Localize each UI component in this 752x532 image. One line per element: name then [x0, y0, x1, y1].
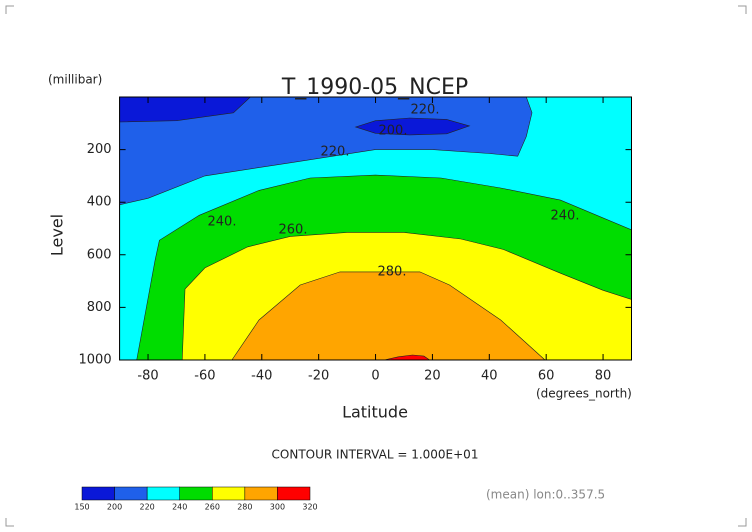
- y-axis-label: Level: [48, 214, 67, 256]
- y-tick-label: 1000: [79, 353, 112, 368]
- x-axis-label: Latitude: [342, 403, 408, 422]
- plot-area: 220.200.220.240.260.280.240.: [119, 96, 632, 361]
- x-tick-label: 80: [595, 369, 612, 384]
- colorbar-swatch: [114, 486, 148, 501]
- y-tick-label: 800: [87, 300, 112, 315]
- x-tick-label: -40: [251, 369, 272, 384]
- colorbar-swatch: [277, 486, 311, 501]
- contour-label: 240.: [208, 215, 237, 230]
- colorbar-label: 240: [172, 503, 187, 512]
- contour-region: [354, 117, 471, 136]
- contour-label: 200.: [379, 124, 408, 139]
- x-unit: (degrees_north): [536, 387, 632, 401]
- x-tick-label: -60: [194, 369, 215, 384]
- x-tick-label: 20: [424, 369, 441, 384]
- colorbar-swatch: [81, 486, 115, 501]
- colorbar-swatch: [146, 486, 180, 501]
- colorbar-label: 220: [140, 503, 155, 512]
- crop-marks: [5, 5, 747, 527]
- contour-interval: CONTOUR INTERVAL = 1.000E+01: [272, 448, 479, 462]
- contour-label: 240.: [551, 209, 580, 224]
- x-tick-label: -20: [308, 369, 329, 384]
- contour-label: 260.: [279, 223, 308, 238]
- contour-label: 220.: [411, 103, 440, 118]
- x-tick-label: -80: [137, 369, 158, 384]
- colorbar-swatch: [244, 486, 278, 501]
- y-tick-label: 600: [87, 247, 112, 262]
- contour-label: 220.: [321, 145, 350, 160]
- colorbar-label: 150: [74, 503, 89, 512]
- colorbar-label: 280: [237, 503, 252, 512]
- colorbar-label: 260: [205, 503, 220, 512]
- x-tick-label: 60: [538, 369, 555, 384]
- contour-label: 280.: [378, 265, 407, 280]
- colorbar-swatch: [179, 486, 213, 501]
- footnote: (mean) lon:0..357.5: [486, 488, 605, 502]
- contour-region: [231, 271, 546, 361]
- colorbar-label: 320: [302, 503, 317, 512]
- colorbar-swatch: [212, 486, 246, 501]
- x-tick-label: 0: [371, 369, 379, 384]
- y-unit: (millibar): [48, 73, 102, 87]
- colorbar-label: 300: [270, 503, 285, 512]
- y-tick-label: 200: [87, 142, 112, 157]
- x-tick-label: 40: [481, 369, 498, 384]
- chart-title: T_1990-05_NCEP: [281, 75, 468, 100]
- colorbar-label: 200: [107, 503, 122, 512]
- y-tick-label: 400: [87, 195, 112, 210]
